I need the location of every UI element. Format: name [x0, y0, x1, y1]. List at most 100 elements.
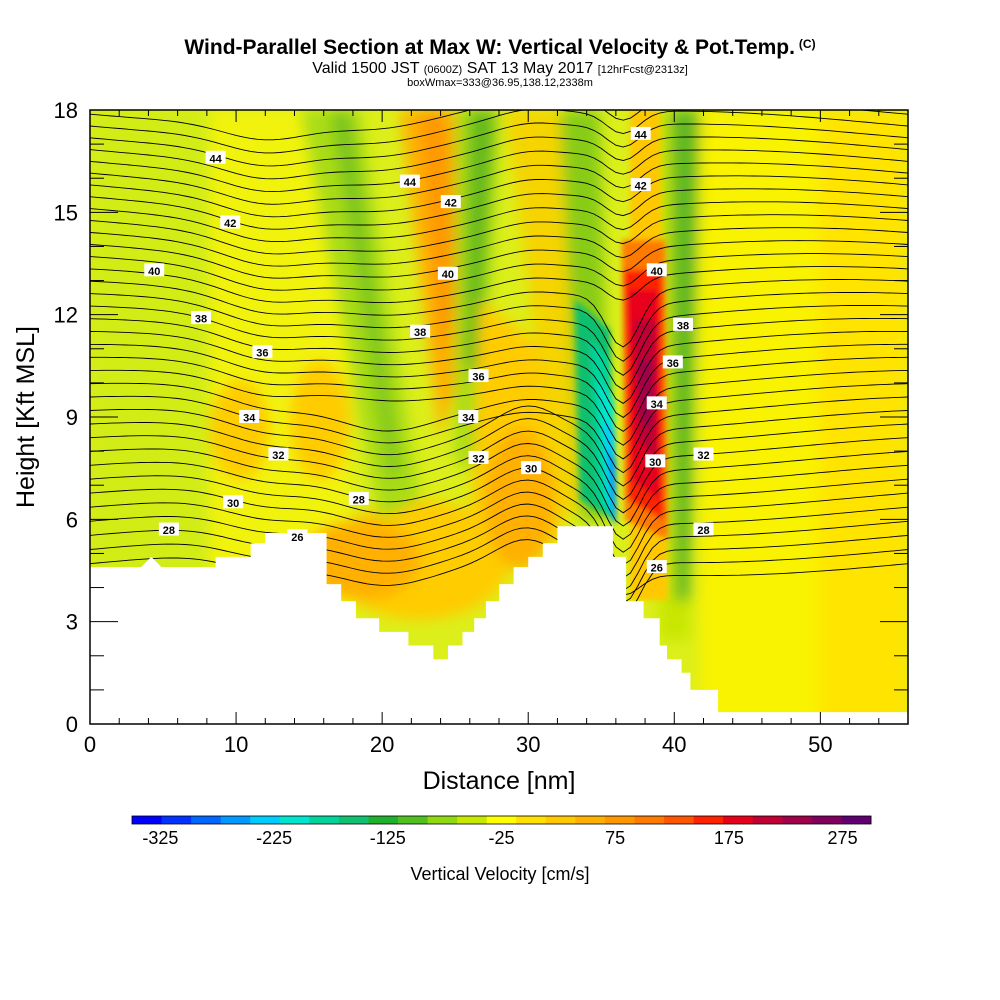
theta-label: 38: [677, 320, 689, 332]
y-tick-label: 6: [66, 507, 78, 532]
colorbar-swatch: [132, 816, 162, 824]
theta-contour-line: [90, 305, 908, 376]
theta-label-bg: [144, 263, 165, 277]
theta-label-bg: [191, 311, 212, 325]
axis-ticks: [89, 109, 909, 725]
theta-label: 30: [649, 457, 661, 469]
colorbar-frame: [131, 815, 872, 825]
theta-label: 40: [148, 266, 160, 278]
colorbar-tick-label: 275: [828, 828, 858, 848]
theta-contour-line: [90, 430, 908, 514]
theta-contour-line: [90, 527, 908, 616]
colorbar: [131, 815, 872, 825]
colorbar-swatch: [457, 816, 488, 824]
theta-label-bg: [252, 345, 273, 359]
theta-label-bg: [673, 317, 694, 331]
theta-contour-line: [90, 369, 908, 446]
theta-label-bg: [693, 447, 714, 461]
theta-contour-line: [90, 356, 908, 432]
theta-label: 26: [291, 532, 303, 544]
theta-contour-line: [90, 253, 908, 291]
chart-title-text: Wind-Parallel Section at Max W: Vertical…: [184, 36, 795, 59]
colorbar-tick-label: -225: [256, 828, 292, 848]
theta-label: 44: [404, 177, 417, 189]
colorbar-swatch: [664, 816, 695, 824]
theta-label: 44: [635, 129, 648, 141]
colorbar-swatch: [220, 816, 251, 824]
chart-title-units: (C): [798, 37, 816, 51]
subtitle-date: SAT 13 May 2017: [466, 60, 594, 77]
theta-contour-line: [90, 515, 908, 604]
colorbar-swatch: [811, 816, 842, 824]
theta-label: 36: [667, 358, 679, 370]
theta-label: 28: [697, 525, 709, 537]
x-tick-label: 50: [808, 732, 832, 757]
colorbar-swatch: [604, 816, 635, 824]
theta-contour-line: [90, 136, 908, 180]
x-tick-label: 10: [224, 732, 248, 757]
theta-label-bg: [239, 410, 260, 423]
theta-label: 32: [272, 450, 284, 462]
theta-label-bg: [399, 174, 420, 188]
x-axis-label: Distance [nm]: [423, 767, 576, 795]
y-tick-label: 0: [66, 712, 78, 737]
theta-contour-line: [90, 503, 908, 592]
colorbar-swatch: [723, 816, 754, 824]
x-tick-label: 40: [662, 732, 686, 757]
theta-contour-line: [90, 162, 908, 205]
subtitle-valid: Valid 1500 JST: [312, 60, 420, 77]
theta-contour-line: [90, 455, 908, 540]
colorbar-swatch: [279, 816, 310, 824]
theta-label-bg: [348, 491, 369, 505]
theta-contour-line: [90, 330, 908, 404]
colorbar-swatch: [338, 816, 369, 824]
colorbar-swatch: [250, 816, 281, 824]
y-tick-label: 18: [54, 98, 78, 123]
colorbar-swatch: [191, 816, 222, 824]
theta-contour-line: [90, 240, 908, 279]
colorbar-swatch: [368, 816, 399, 824]
theta-label-bg: [521, 461, 542, 475]
theta-label: 42: [224, 218, 236, 230]
chart-subtitle: Valid 1500 JST (0600Z) SAT 13 May 2017 […: [0, 60, 1000, 78]
theta-contour-line: [90, 343, 908, 418]
theta-label-bg: [287, 529, 308, 543]
theta-contour-line: [90, 418, 908, 501]
colorbar-tick-label: 75: [605, 828, 625, 848]
colorbar-swatch: [427, 816, 458, 824]
theta-label: 42: [635, 181, 647, 193]
potential-temperature-labels: 44 42 40 38 36 34 32 30 28 26 28 44 42 40 38 36 34 32 30 44…: [144, 126, 714, 575]
colorbar-tick-label: -125: [370, 828, 406, 848]
colorbar-swatch: [309, 816, 340, 824]
theta-label: 34: [651, 399, 664, 411]
colorbar-swatch: [634, 816, 665, 824]
theta-label: 32: [697, 450, 709, 462]
theta-contour-line: [90, 317, 908, 390]
theta-contour-line: [90, 110, 908, 141]
y-tick-label: 3: [66, 610, 78, 635]
theta-label-bg: [468, 450, 489, 464]
colorbar-swatch: [161, 816, 192, 824]
y-tick-label: 15: [54, 200, 78, 225]
theta-contour-line: [90, 467, 908, 553]
theta-label: 32: [472, 453, 484, 465]
theta-contour-line: [90, 227, 908, 267]
colorbar-tick-label: 175: [714, 828, 744, 848]
theta-label-bg: [458, 410, 479, 423]
theta-label-bg: [158, 522, 179, 536]
theta-label-bg: [440, 195, 461, 209]
theta-label: 28: [353, 494, 365, 506]
theta-label: 40: [442, 269, 454, 281]
colorbar-swatch: [486, 816, 517, 824]
potential-temperature-contours: [90, 110, 908, 616]
chart-title: Wind-Parallel Section at Max W: Vertical…: [0, 36, 1000, 60]
theta-label-bg: [468, 369, 489, 383]
theta-label: 44: [209, 153, 222, 165]
y-axis-label: Height [Kft MSL]: [12, 326, 40, 508]
theta-label: 30: [227, 498, 239, 510]
theta-label-bg: [223, 495, 244, 509]
y-tick-label: 9: [66, 405, 78, 430]
theta-contour-line: [90, 266, 908, 304]
